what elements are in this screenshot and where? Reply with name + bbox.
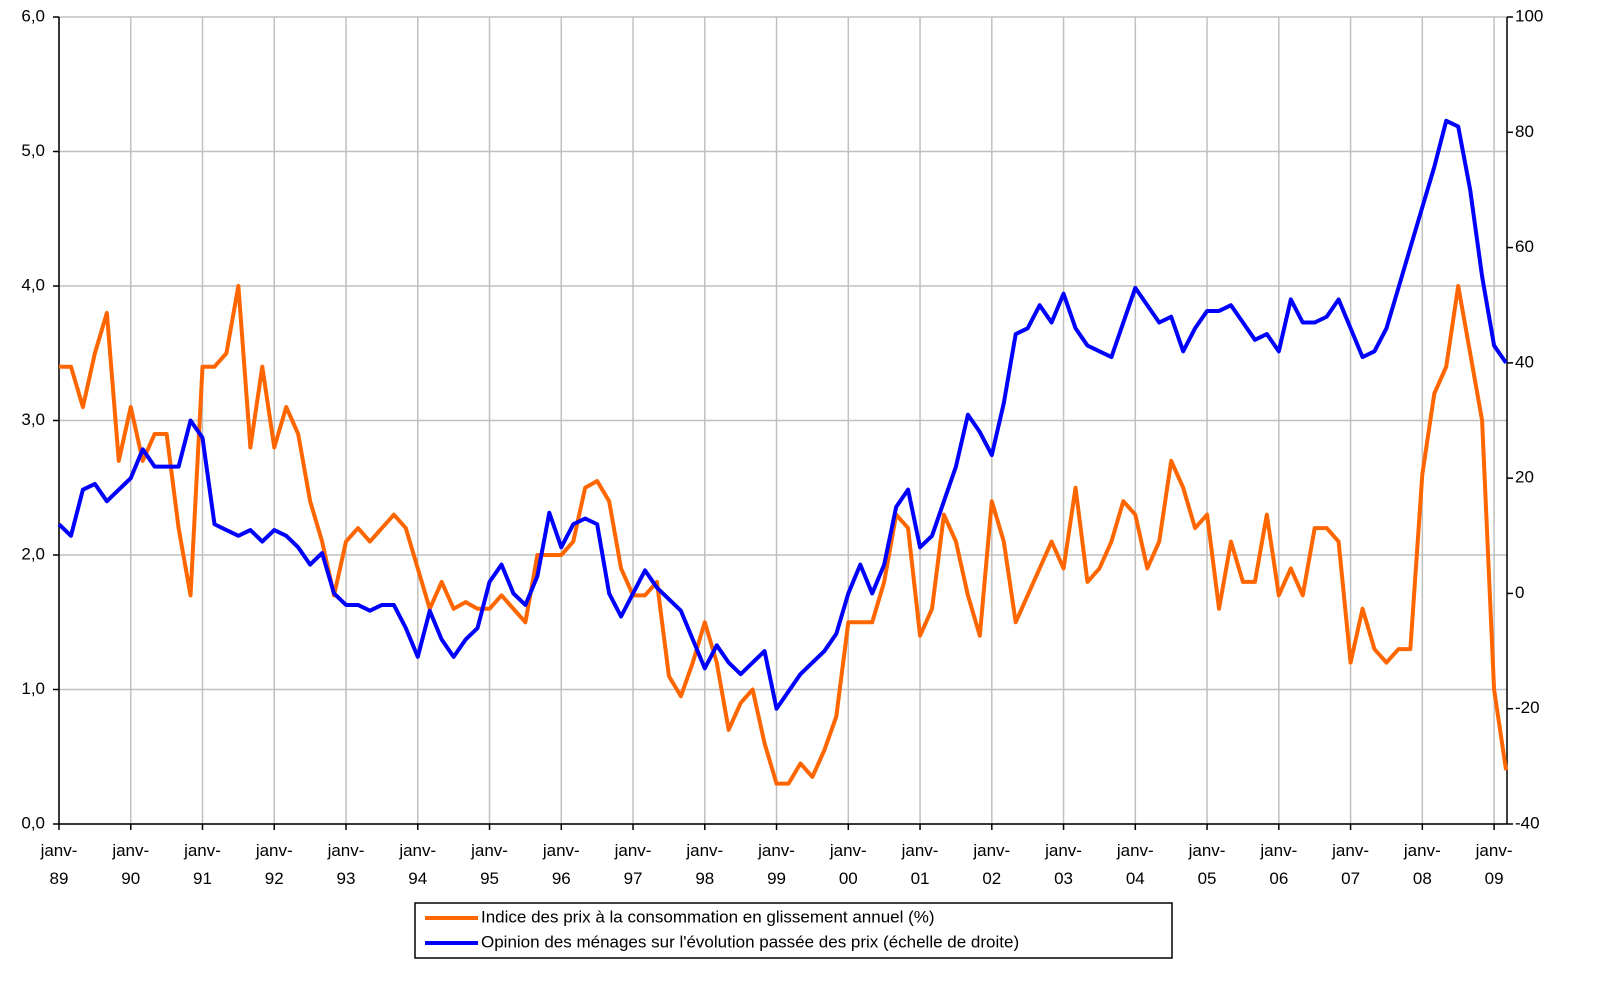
y2-tick-label: 20 [1515,468,1534,487]
x-tick-label: janv-91 [183,841,221,888]
series-line [57,118,1508,711]
y-tick-label: 2,0 [21,544,45,563]
x-tick-label: janv-97 [614,841,652,888]
x-tick-label: janv-04 [1116,841,1154,888]
x-tick-label: janv-98 [685,841,723,888]
x-tick-label: janv-05 [1188,841,1226,888]
y2-tick-label: 100 [1515,6,1543,25]
x-tick-label: janv-09 [1475,841,1513,888]
y-tick-label: 0,0 [21,813,45,832]
y2-tick-label: 60 [1515,237,1534,256]
x-tick-label: janv-08 [1403,841,1441,888]
y2-tick-label: 40 [1515,352,1534,371]
x-tick-label: janv-01 [901,841,939,888]
x-tick-label: janv-94 [398,841,436,888]
x-tick-label: janv-95 [470,841,508,888]
x-tick-label: janv-03 [1044,841,1082,888]
x-tick-label: janv-00 [829,841,867,888]
legend-label: Indice des prix à la consommation en gli… [481,907,935,926]
x-tick-label: janv-99 [757,841,795,888]
x-tick-label: janv-06 [1259,841,1297,888]
y2-tick-label: 0 [1515,583,1524,602]
y-tick-label: 3,0 [21,410,45,429]
x-tick-label: janv-07 [1331,841,1369,888]
x-tick-label: janv-02 [972,841,1010,888]
legend: Indice des prix à la consommation en gli… [414,902,1173,959]
legend-label: Opinion des ménages sur l'évolution pass… [481,932,1019,951]
legend-box [414,902,1173,959]
y-tick-label: 1,0 [21,679,45,698]
y-tick-label: 6,0 [21,6,45,25]
x-tick-label: janv-89 [40,841,78,888]
y2-tick-label: 80 [1515,122,1534,141]
y2-tick-label: -40 [1515,813,1540,832]
y-tick-label: 5,0 [21,141,45,160]
y-tick-label: 4,0 [21,275,45,294]
x-tick-label: janv-90 [111,841,149,888]
y2-tick-label: -20 [1515,698,1540,717]
x-tick-label: janv-93 [327,841,365,888]
series-line [59,284,1509,786]
x-tick-label: janv-96 [542,841,580,888]
x-tick-label: janv-92 [255,841,293,888]
